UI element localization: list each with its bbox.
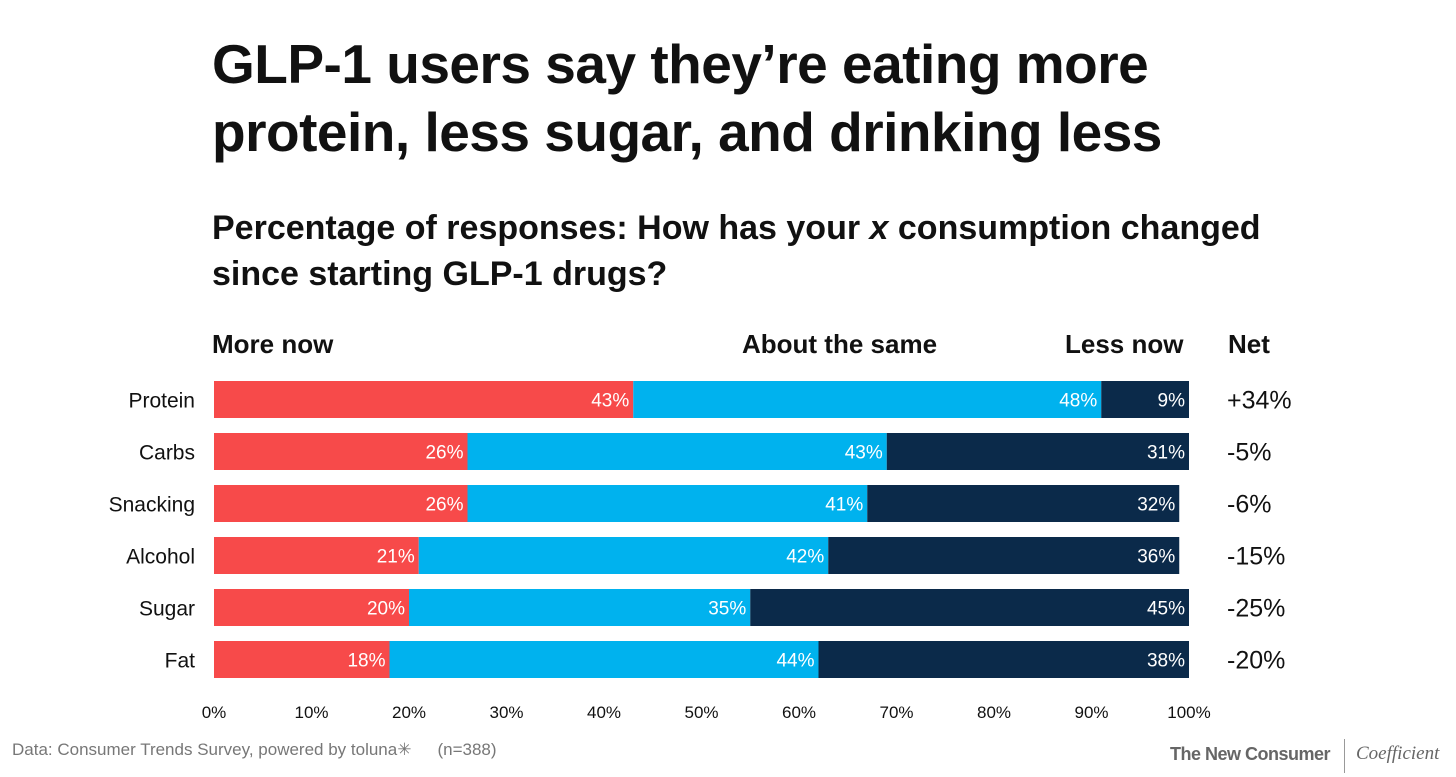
header-less-now: Less now bbox=[1065, 329, 1184, 359]
data-label-snacking-more-now: 26% bbox=[425, 495, 463, 516]
bar-snacking-more-now bbox=[214, 485, 468, 522]
x-tick-label: 90% bbox=[1074, 703, 1108, 722]
chart-title: GLP-1 users say they’re eating more prot… bbox=[212, 33, 1162, 163]
x-tick-label: 70% bbox=[879, 703, 913, 722]
data-label-alcohol-more-now: 21% bbox=[377, 547, 415, 568]
bar-sugar-more-now bbox=[214, 589, 409, 626]
brand-logo-new-consumer: The New Consumer bbox=[1170, 744, 1331, 764]
subtitle-prefix: Percentage of responses: How has your bbox=[212, 209, 870, 247]
bar-fat-more-now bbox=[214, 641, 390, 678]
x-tick-label: 40% bbox=[587, 703, 621, 722]
category-label-fat: Fat bbox=[165, 650, 196, 673]
footer-source: Data: Consumer Trends Survey, powered by… bbox=[12, 740, 497, 760]
bar-sugar-less-now bbox=[750, 589, 1189, 626]
header-more-now: More now bbox=[212, 329, 334, 359]
net-value-protein: +34% bbox=[1227, 387, 1292, 415]
data-label-sugar-less-now: 45% bbox=[1147, 599, 1185, 620]
stacked-bar-chart: Protein 43% 48% 9% +34% Carbs 26% 43% 31% -5% Snac… bbox=[109, 381, 1292, 722]
data-label-snacking-less-now: 32% bbox=[1137, 495, 1175, 516]
bar-alcohol-less-now bbox=[828, 537, 1180, 574]
sample-size: (n=388) bbox=[437, 740, 497, 759]
x-tick-label: 0% bbox=[202, 703, 227, 722]
category-label-carbs: Carbs bbox=[139, 442, 195, 465]
x-tick-label: 20% bbox=[392, 703, 426, 722]
net-value-snacking: -6% bbox=[1227, 491, 1271, 519]
data-label-snacking-about-the-same: 41% bbox=[825, 495, 863, 516]
data-label-carbs-about-the-same: 43% bbox=[845, 443, 883, 464]
data-label-fat-more-now: 18% bbox=[347, 651, 385, 672]
data-label-fat-about-the-same: 44% bbox=[776, 651, 814, 672]
net-value-fat: -20% bbox=[1227, 647, 1285, 675]
data-label-carbs-more-now: 26% bbox=[425, 443, 463, 464]
x-tick-label: 50% bbox=[684, 703, 718, 722]
net-value-sugar: -25% bbox=[1227, 595, 1285, 623]
bar-alcohol-more-now bbox=[214, 537, 419, 574]
bar-fat-less-now bbox=[818, 641, 1189, 678]
data-label-sugar-more-now: 20% bbox=[367, 599, 405, 620]
net-value-carbs: -5% bbox=[1227, 439, 1271, 467]
bar-protein-more-now bbox=[214, 381, 634, 418]
bar-carbs-less-now bbox=[886, 433, 1189, 470]
data-label-alcohol-less-now: 36% bbox=[1137, 547, 1175, 568]
header-net: Net bbox=[1228, 329, 1270, 359]
bar-fat-about-the-same bbox=[389, 641, 819, 678]
category-label-snacking: Snacking bbox=[109, 494, 195, 517]
x-tick-label: 10% bbox=[294, 703, 328, 722]
data-label-fat-less-now: 38% bbox=[1147, 651, 1185, 672]
bar-carbs-about-the-same bbox=[467, 433, 887, 470]
category-label-protein: Protein bbox=[128, 390, 195, 413]
net-value-alcohol: -15% bbox=[1227, 543, 1285, 571]
x-tick-label: 100% bbox=[1167, 703, 1210, 722]
bar-snacking-about-the-same bbox=[467, 485, 868, 522]
source-text: Data: Consumer Trends Survey, powered by… bbox=[12, 740, 412, 759]
x-tick-label: 80% bbox=[977, 703, 1011, 722]
bar-protein-about-the-same bbox=[633, 381, 1102, 418]
data-label-alcohol-about-the-same: 42% bbox=[786, 547, 824, 568]
data-label-protein-more-now: 43% bbox=[591, 391, 629, 412]
category-label-sugar: Sugar bbox=[139, 598, 195, 621]
brand-logo-coefficient: Coefficient bbox=[1356, 743, 1440, 764]
subtitle-variable: x bbox=[869, 209, 889, 247]
subtitle-suffix: consumption changed since starting GLP-1… bbox=[212, 209, 1261, 293]
data-label-protein-less-now: 9% bbox=[1158, 391, 1186, 412]
data-label-protein-about-the-same: 48% bbox=[1059, 391, 1097, 412]
bar-protein-less-now bbox=[1101, 381, 1189, 418]
x-tick-label: 60% bbox=[782, 703, 816, 722]
category-label-alcohol: Alcohol bbox=[126, 546, 195, 569]
bar-snacking-less-now bbox=[867, 485, 1180, 522]
header-about-the-same: About the same bbox=[742, 329, 938, 359]
brand-divider bbox=[1344, 739, 1345, 773]
chart-subtitle: Percentage of responses: How has your x … bbox=[212, 205, 1312, 297]
x-tick-label: 30% bbox=[489, 703, 523, 722]
bar-sugar-about-the-same bbox=[409, 589, 751, 626]
data-label-sugar-about-the-same: 35% bbox=[708, 599, 746, 620]
bar-carbs-more-now bbox=[214, 433, 468, 470]
bar-alcohol-about-the-same bbox=[418, 537, 829, 574]
data-label-carbs-less-now: 31% bbox=[1147, 443, 1185, 464]
